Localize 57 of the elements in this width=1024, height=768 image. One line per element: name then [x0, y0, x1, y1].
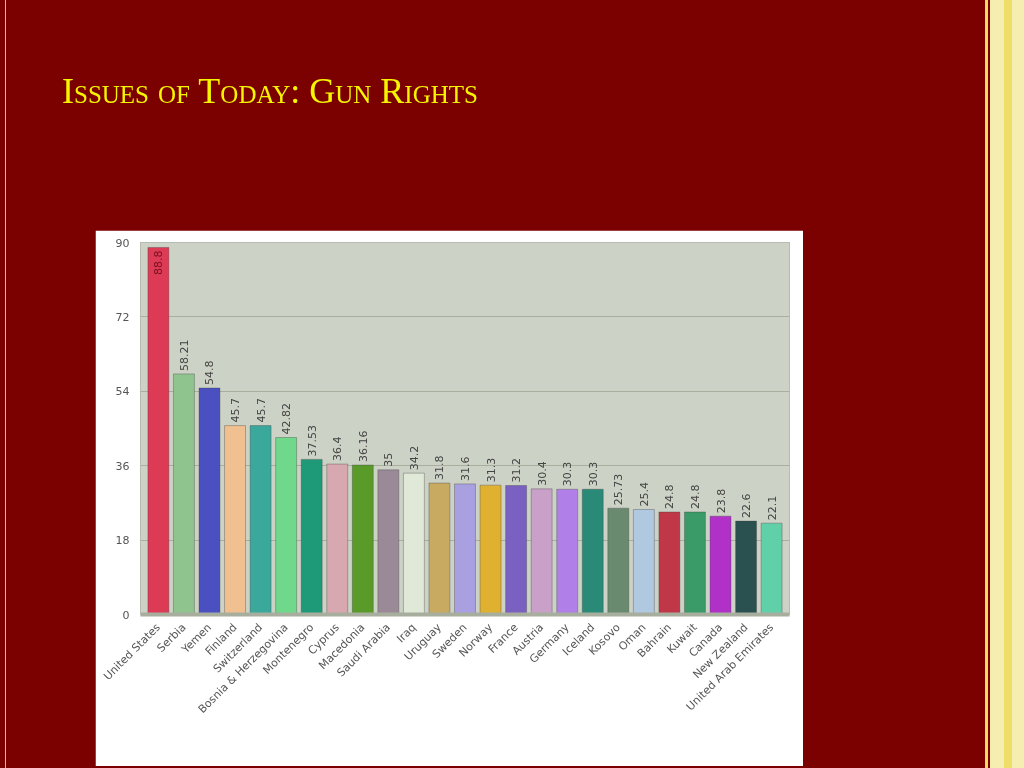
- data-label: 34.2: [407, 445, 421, 471]
- bar: [607, 507, 630, 615]
- data-label: 35: [382, 452, 396, 467]
- bar: [428, 482, 451, 615]
- data-label: 36.16: [356, 430, 370, 463]
- bar: [172, 373, 195, 615]
- bar: [377, 469, 400, 615]
- bar: [351, 464, 374, 615]
- bar: [530, 488, 553, 615]
- data-label: 22.1: [765, 495, 779, 521]
- bar: [581, 488, 604, 615]
- data-label: 88.8: [152, 250, 166, 275]
- data-label: 31.3: [484, 457, 498, 483]
- bar: [454, 483, 476, 615]
- data-label: 24.8: [663, 484, 677, 509]
- data-label: 30.3: [561, 461, 575, 487]
- data-label: 45.7: [229, 398, 243, 423]
- bar: [198, 387, 221, 615]
- bar: [224, 425, 247, 615]
- data-label: 30.4: [535, 461, 549, 486]
- y-tick-label: 90: [115, 236, 130, 250]
- bar: [147, 246, 170, 615]
- bar: [735, 520, 758, 615]
- bar: [249, 425, 272, 615]
- data-label: 25.73: [612, 473, 626, 506]
- chart-title: Issues of Today: Gun Rights: [62, 71, 478, 112]
- bar: [658, 511, 681, 615]
- bar: [709, 515, 732, 615]
- data-label: 54.8: [203, 360, 217, 385]
- y-tick-label: 36: [115, 459, 130, 473]
- y-tick-label: 72: [115, 310, 130, 324]
- bar: [683, 511, 706, 615]
- data-label: 24.8: [688, 484, 702, 509]
- bar: [275, 437, 298, 615]
- data-label: 42.82: [280, 403, 294, 435]
- y-tick-label: 0: [122, 608, 130, 622]
- data-label: 23.8: [714, 488, 728, 514]
- bar: [632, 509, 655, 615]
- bar: [402, 472, 425, 615]
- bar: [479, 484, 502, 615]
- bar: [556, 488, 579, 615]
- data-label: 37.53: [305, 424, 319, 457]
- data-label: 22.6: [740, 493, 754, 519]
- data-label: 31.6: [459, 456, 472, 481]
- data-label: 58.21: [177, 339, 191, 371]
- data-label: 45.7: [254, 398, 268, 423]
- data-label: 30.3: [586, 461, 600, 487]
- bar: [300, 458, 323, 615]
- data-label: 36.4: [331, 436, 345, 462]
- bar: [505, 485, 528, 615]
- y-tick-label: 18: [115, 534, 130, 548]
- data-label: 25.4: [637, 482, 651, 507]
- y-tick-label: 54: [115, 385, 130, 399]
- data-label: 31.2: [510, 458, 524, 483]
- bar: [326, 463, 349, 615]
- bar: [760, 522, 783, 615]
- data-label: 31.8: [433, 455, 447, 481]
